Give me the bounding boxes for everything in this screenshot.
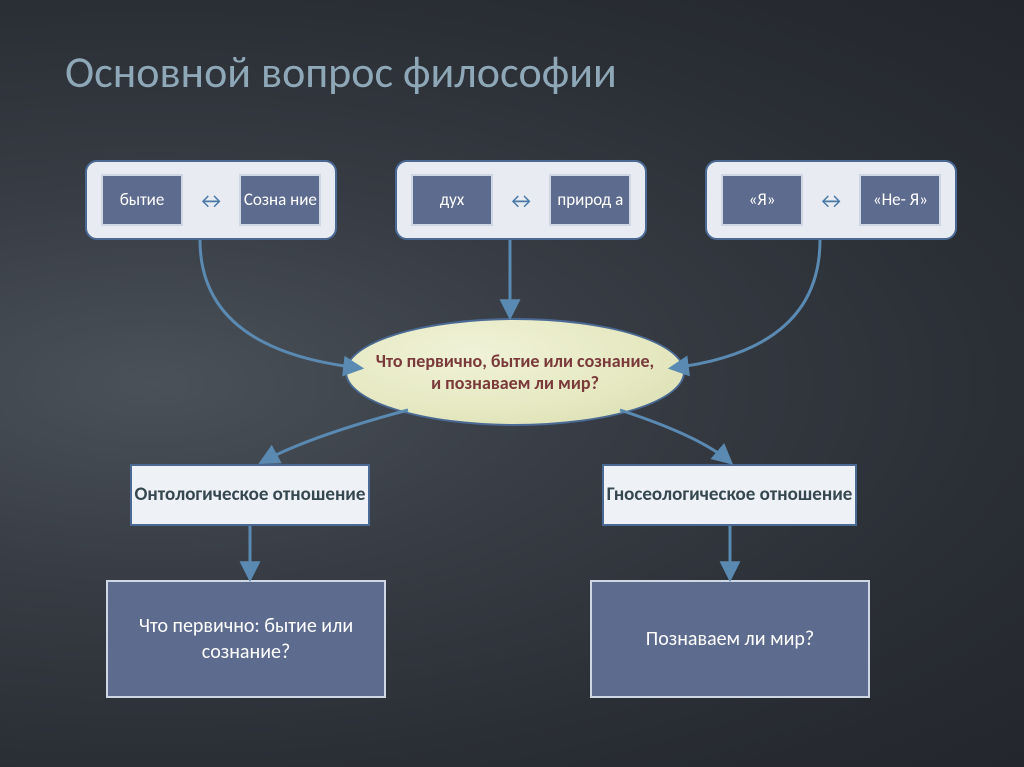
concept-box: бытие	[101, 174, 183, 226]
dichotomy-group-3: «Я» ↔ «Не- Я»	[705, 160, 957, 240]
concept-box: природ а	[549, 174, 631, 226]
bidir-arrow-icon: ↔	[197, 187, 225, 214]
ontological-question: Что первично: бытие или сознание?	[106, 580, 386, 698]
ontological-relation: Онтологическое отношение	[130, 464, 370, 526]
dichotomy-group-1: бытие ↔ Созна ние	[85, 160, 337, 240]
concept-box: дух	[411, 174, 493, 226]
concept-box: «Не- Я»	[859, 174, 941, 226]
concept-box: «Я»	[721, 174, 803, 226]
gnoseological-question: Познаваем ли мир?	[590, 580, 870, 698]
bidir-arrow-icon: ↔	[817, 187, 845, 214]
central-question: Что первично, бытие или сознание, и позн…	[345, 318, 685, 426]
concept-box: Созна ние	[239, 174, 321, 226]
page-title: Основной вопрос философии	[65, 45, 617, 99]
bidir-arrow-icon: ↔	[507, 187, 535, 214]
dichotomy-group-2: дух ↔ природ а	[395, 160, 647, 240]
gnoseological-relation: Гносеологическое отношение	[602, 464, 857, 526]
